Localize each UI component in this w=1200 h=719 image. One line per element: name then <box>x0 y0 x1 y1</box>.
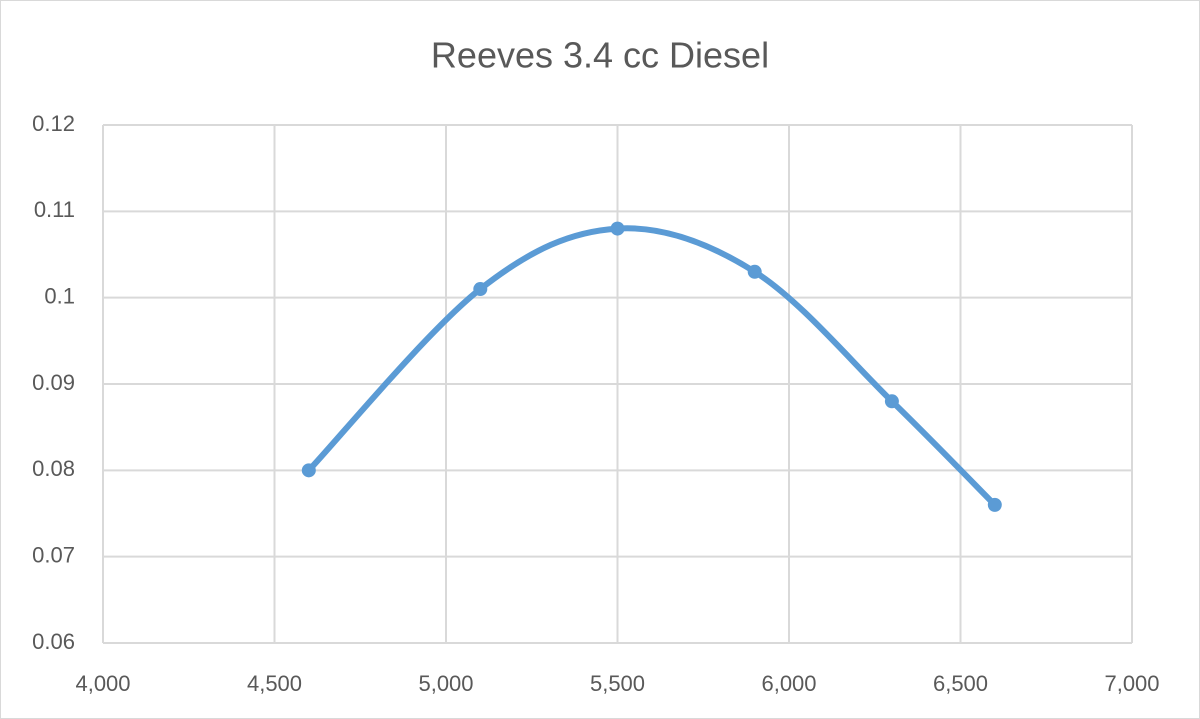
y-tick-label: 0.09 <box>32 370 75 395</box>
y-tick-label: 0.12 <box>32 111 75 136</box>
x-tick-label: 4,500 <box>247 671 302 696</box>
data-point <box>301 463 316 478</box>
x-tick-label: 6,500 <box>933 671 988 696</box>
data-point <box>884 394 899 409</box>
x-tick-label: 6,000 <box>761 671 816 696</box>
data-point <box>610 221 625 236</box>
data-point <box>747 264 762 279</box>
y-tick-label: 0.06 <box>32 629 75 654</box>
y-tick-label: 0.11 <box>34 197 75 222</box>
x-tick-label: 7,000 <box>1104 671 1159 696</box>
data-point <box>987 497 1002 512</box>
y-tick-label: 0.1 <box>44 283 75 308</box>
x-tick-label: 4,000 <box>75 671 130 696</box>
chart-title: Reeves 3.4 cc Diesel <box>431 35 769 76</box>
x-tick-label: 5,000 <box>418 671 473 696</box>
data-line <box>305 225 998 508</box>
data-point <box>473 282 488 297</box>
y-tick-label: 0.07 <box>32 542 75 567</box>
y-tick-label: 0.08 <box>32 456 75 481</box>
x-tick-label: 5,500 <box>590 671 645 696</box>
